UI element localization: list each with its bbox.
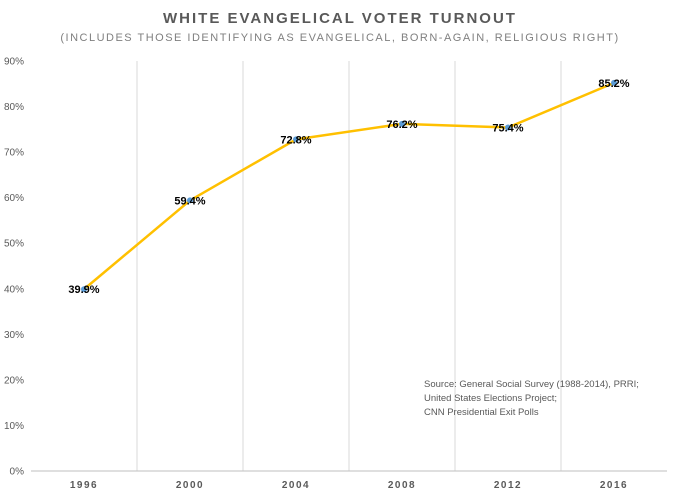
data-labels: 39.9% 59.4% 72.8% 76.2% 75.4% 85.2% [68,78,629,296]
data-label: 59.4% [174,195,205,207]
y-tick-label: 10% [4,421,24,432]
x-axis-ticks: 1996 2000 2004 2008 2012 2016 [70,480,628,491]
data-point [399,120,405,127]
data-point [81,286,87,293]
vertical-gridlines [136,61,562,471]
y-tick-label: 80% [4,102,24,113]
data-label: 76.2% [386,119,417,131]
y-tick-label: 70% [4,148,24,159]
data-label: 72.8% [280,134,311,146]
x-tick-label: 2004 [282,480,310,491]
series-line [82,81,616,291]
x-tick-label: 2000 [176,480,204,491]
source-note: Source: General Social Survey (1988-2014… [424,379,639,418]
data-point [187,197,193,204]
y-tick-label: 30% [4,330,24,341]
x-tick-label: 2016 [600,480,628,491]
data-label: 39.9% [68,284,99,296]
data-point [505,124,511,131]
data-points [81,79,617,293]
y-tick-label: 60% [4,193,24,204]
data-label: 85.2% [598,78,629,90]
y-tick-label: 20% [4,375,24,386]
x-tick-label: 2012 [494,480,522,491]
x-tick-label: 1996 [70,480,98,491]
source-note-line-1: Source: General Social Survey (1988-2014… [424,379,639,390]
chart-subtitle: (INCLUDES THOSE IDENTIFYING AS EVANGELIC… [60,32,619,44]
data-point [611,79,617,86]
chart-title: WHITE EVANGELICAL VOTER TURNOUT [163,10,517,27]
y-tick-label: 40% [4,284,24,295]
y-tick-label: 90% [4,57,24,68]
source-note-line-2: United States Elections Project; [424,393,557,404]
y-tick-label: 0% [10,467,25,478]
series-polyline [82,81,616,291]
x-tick-label: 2008 [388,480,416,491]
data-label: 75.4% [492,123,523,135]
y-tick-label: 50% [4,239,24,250]
source-note-line-3: CNN Presidential Exit Polls [424,407,539,418]
y-axis-ticks: 0% 10% 20% 30% 40% 50% 60% 70% 80% 90% [4,57,24,478]
data-point [293,136,299,143]
